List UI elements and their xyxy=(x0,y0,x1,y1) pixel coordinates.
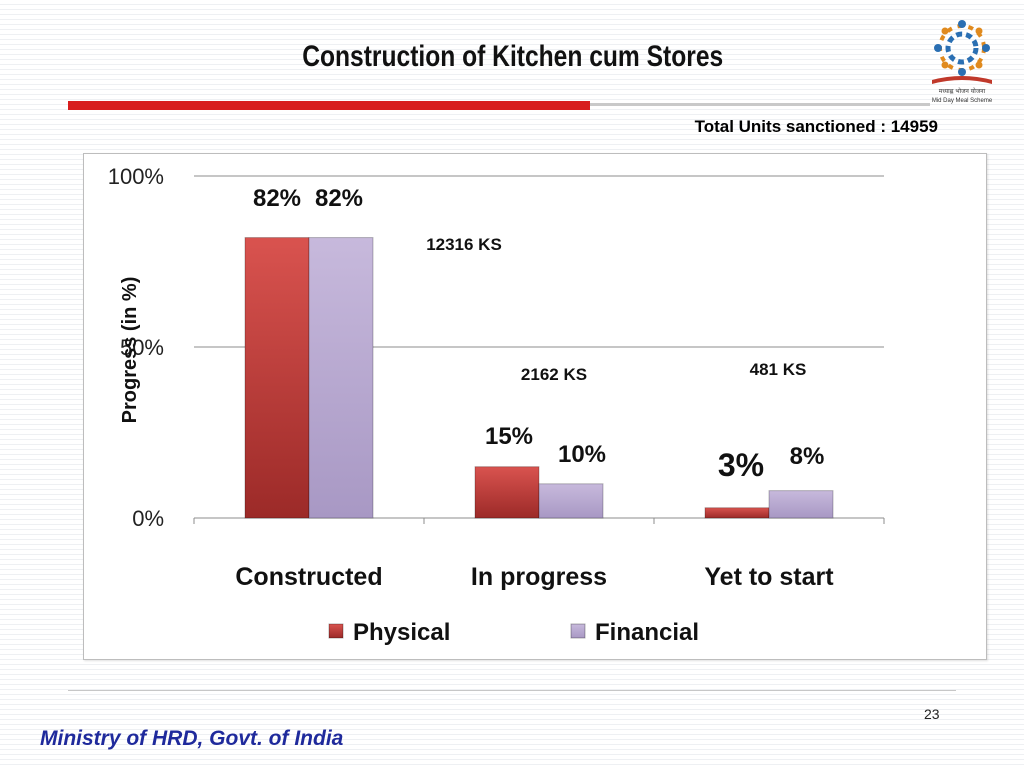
legend-label: Financial xyxy=(595,619,699,646)
title-underline-grey xyxy=(590,103,930,106)
data-label: 15% xyxy=(485,423,533,450)
bar-chart: 0% 50% 100% Progress (in %) Constructed In pr… xyxy=(108,164,885,646)
x-tick-label: In progress xyxy=(471,563,607,591)
y-tick-label: 50% xyxy=(120,335,164,360)
data-label: 10% xyxy=(558,441,606,468)
people-ring-icon xyxy=(934,20,990,76)
x-tick-label: Yet to start xyxy=(704,563,834,591)
bar-financial-yet-to-start xyxy=(768,490,834,519)
legend-swatch-physical xyxy=(328,623,344,639)
bar-physical-constructed xyxy=(244,237,310,519)
bar-financial-in-progress xyxy=(538,483,604,519)
ks-annotation: 481 KS xyxy=(750,360,807,379)
data-label: 8% xyxy=(790,443,825,470)
bar-physical-in-progress xyxy=(474,466,540,519)
bar-financial-constructed xyxy=(308,237,374,519)
y-tick-label: 100% xyxy=(108,164,164,189)
page-number: 23 xyxy=(924,706,940,722)
footer-divider xyxy=(68,690,956,691)
ministry-footer: Ministry of HRD, Govt. of India xyxy=(40,727,344,750)
x-tick-label: Constructed xyxy=(235,563,382,591)
chart-frame: 0% 50% 100% Progress (in %) Constructed In pr… xyxy=(83,153,987,660)
y-tick-label: 0% xyxy=(132,506,164,531)
ks-annotation: 12316 KS xyxy=(426,235,502,254)
logo-english-text: Mid Day Meal Scheme xyxy=(932,98,993,104)
ks-annotation: 2162 KS xyxy=(521,365,587,384)
legend-swatch-financial xyxy=(570,623,586,639)
title-underline-red xyxy=(68,101,590,110)
y-axis-label: Progress (in %) xyxy=(119,277,141,424)
data-label: 82% xyxy=(253,185,301,212)
slide-title: Construction of Kitchen cum Stores xyxy=(302,40,724,73)
mid-day-meal-logo: मध्याह्न भोजन योजना Mid Day Meal Scheme xyxy=(932,20,993,104)
open-book-icon xyxy=(932,76,992,84)
total-units-note: Total Units sanctioned : 14959 xyxy=(694,117,938,136)
data-label: 3% xyxy=(718,447,764,483)
legend-label: Physical xyxy=(353,619,450,646)
bar-physical-yet-to-start xyxy=(704,507,770,519)
data-label: 82% xyxy=(315,185,363,212)
logo-hindi-text: मध्याह्न भोजन योजना xyxy=(939,87,986,95)
